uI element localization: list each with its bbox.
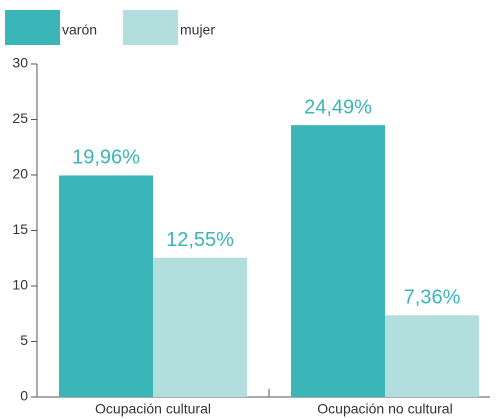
y-tick-label: 10 — [12, 277, 28, 293]
legend-label: varón — [62, 22, 97, 38]
y-tick-label: 0 — [20, 388, 28, 404]
bar — [385, 315, 479, 397]
legend-swatch — [123, 10, 178, 45]
value-label: 19,96% — [72, 147, 140, 169]
y-tick-label: 5 — [20, 332, 28, 348]
bar — [59, 175, 153, 397]
value-label: 7,36% — [404, 287, 461, 309]
value-label: 12,55% — [166, 229, 234, 251]
legend-swatch — [5, 10, 60, 45]
legend-label: mujer — [180, 22, 215, 38]
bar — [291, 125, 385, 397]
bar — [153, 257, 247, 397]
y-tick-label: 15 — [12, 221, 28, 237]
y-tick-label: 25 — [12, 110, 28, 126]
x-tick-label: Ocupación cultural — [95, 401, 211, 417]
x-tick-label: Ocupación no cultural — [317, 401, 452, 417]
value-label: 24,49% — [304, 96, 372, 118]
y-tick-label: 20 — [12, 166, 28, 182]
y-tick-label: 30 — [12, 55, 28, 71]
